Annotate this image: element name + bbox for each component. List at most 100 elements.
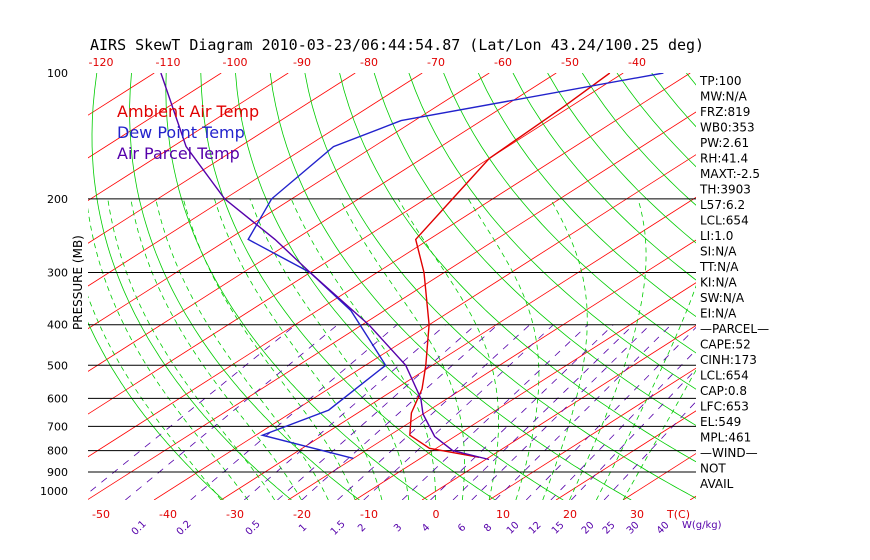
mixing-ratio-line: [301, 324, 498, 500]
stat-line: MW:N/A: [700, 90, 748, 104]
isotherm-line: [88, 73, 624, 415]
moist-adiabat-line: [107, 198, 276, 500]
pressure-tick-label: 500: [47, 359, 68, 372]
isotherm-line: [88, 73, 490, 330]
mixing-ratio-tick-label: 25: [601, 520, 618, 537]
mixing-ratio-unit-label: W(g/kg): [682, 520, 722, 531]
pressure-tick-label: 900: [47, 466, 68, 479]
moist-adiabat-line: [339, 198, 465, 500]
series-line-ambient-air-temp: [409, 73, 611, 458]
top-temp-tick-label: -110: [156, 56, 181, 69]
top-temp-tick-label: -100: [223, 56, 248, 69]
dry-adiabat-line: [477, 73, 696, 318]
bottom-temp-tick-label: -50: [92, 508, 110, 521]
mixing-ratio-tick-label: 2: [356, 522, 368, 534]
stat-line: PW:2.61: [700, 136, 749, 150]
bottom-temp-tick-label: -20: [293, 508, 311, 521]
stat-line: TP:100: [699, 74, 742, 88]
mixing-ratio-line: [401, 324, 589, 500]
isotherm-line: [0, 73, 20, 500]
legend: Ambient Air Temp Dew Point Temp Air Parcel…: [117, 102, 259, 163]
moist-adiabat-line: [622, 369, 696, 500]
isotherm-line: [88, 73, 557, 372]
dry-adiabat-line: [235, 73, 564, 500]
mixing-ratio-line: [452, 324, 634, 500]
mixing-ratio-tick-label: 3: [392, 522, 404, 534]
stat-line: —PARCEL—: [700, 322, 769, 336]
pressure-tick-label: 400: [47, 319, 68, 332]
stat-line: SI:N/A: [700, 245, 737, 259]
stat-line: CAP:0.8: [700, 384, 747, 398]
mixing-ratio-tick-label: 10: [505, 520, 522, 537]
top-temp-tick-label: -120: [89, 56, 114, 69]
pressure-tick-label: 600: [47, 392, 68, 405]
mixing-ratio-line: [190, 324, 398, 500]
pressure-tick-label: 200: [47, 193, 68, 206]
stat-line: AVAIL: [700, 477, 734, 491]
isotherm-line: [88, 73, 356, 244]
isotherm-line: [555, 410, 696, 500]
isotherm-line: [88, 73, 289, 202]
mixing-ratio-line: [550, 349, 696, 500]
dry-adiabat-line: [790, 73, 870, 500]
stat-line: TT:N/A: [699, 260, 739, 274]
moist-adiabat-line: [182, 198, 356, 500]
pressure-tick-label: 700: [47, 420, 68, 433]
stat-line: RH:41.4: [700, 152, 748, 166]
moist-adiabat-line: [467, 198, 540, 500]
moist-adiabat-line: [249, 198, 410, 500]
stat-line: WB0:353: [700, 121, 755, 135]
dry-adiabat-line: [129, 73, 360, 500]
legend-entry: Dew Point Temp: [117, 123, 245, 142]
mixing-ratio-line: [277, 324, 476, 500]
mixing-ratio-tick-label: 40: [655, 520, 672, 537]
dry-adiabat-line: [304, 73, 696, 499]
moist-adiabat-line: [397, 198, 499, 500]
stat-line: CINH:173: [700, 353, 757, 367]
mixing-ratio-line: [243, 324, 446, 500]
mixing-ratio-line: [363, 324, 554, 500]
top-temp-tick-label: -40: [628, 56, 646, 69]
moist-adiabat-line: [569, 198, 647, 500]
top-temp-tick-label: -50: [561, 56, 579, 69]
mixing-ratio-tick-label: 1: [297, 522, 309, 534]
dry-adiabat-line: [443, 73, 696, 354]
stat-line: FRZ:819: [700, 105, 750, 119]
stat-line: NOT: [700, 462, 726, 476]
stat-line: LFC:653: [700, 400, 749, 414]
stat-line: LCL:654: [700, 369, 749, 383]
mixing-ratio-line: [471, 324, 651, 500]
mixing-ratio-tick-label: 0.2: [175, 519, 194, 538]
legend-entry: Ambient Air Temp: [117, 102, 259, 121]
profile-series: [160, 73, 664, 461]
moist-adiabat-line: [88, 295, 222, 500]
moist-adiabat-line: [155, 198, 329, 500]
isotherm-line: [153, 154, 696, 500]
isotherm-line: [88, 73, 691, 458]
dry-adiabat-line: [373, 73, 696, 426]
mixing-ratio-tick-label: 8: [482, 522, 494, 534]
mixing-ratio-tick-label: 0.1: [130, 519, 149, 538]
isotherm-line: [354, 282, 696, 500]
stat-line: EI:N/A: [700, 307, 737, 321]
moist-adiabat-line: [542, 198, 588, 500]
dry-adiabat-line: [825, 73, 870, 500]
mixing-ratio-tick-label: 30: [625, 520, 642, 537]
grid-clip: [0, 73, 870, 500]
mixing-ratio-tick-label: 6: [456, 522, 468, 534]
dry-adiabat-line: [408, 73, 696, 390]
bottom-temp-tick-label: 10: [496, 508, 510, 521]
moist-adiabat-line: [595, 284, 696, 500]
bottom-temp-tick-label: -40: [159, 508, 177, 521]
dry-adiabat-line: [339, 73, 696, 463]
background-grid: [0, 73, 870, 500]
series-line-air-parcel-temp: [160, 73, 490, 461]
dry-adiabat-line: [91, 73, 292, 500]
dry-adiabat-line: [269, 73, 632, 500]
bottom-temp-tick-label: -30: [226, 508, 244, 521]
top-temp-tick-label: -70: [427, 56, 445, 69]
legend-entry: Air Parcel Temp: [117, 144, 240, 163]
mixing-ratio-line: [430, 324, 614, 500]
